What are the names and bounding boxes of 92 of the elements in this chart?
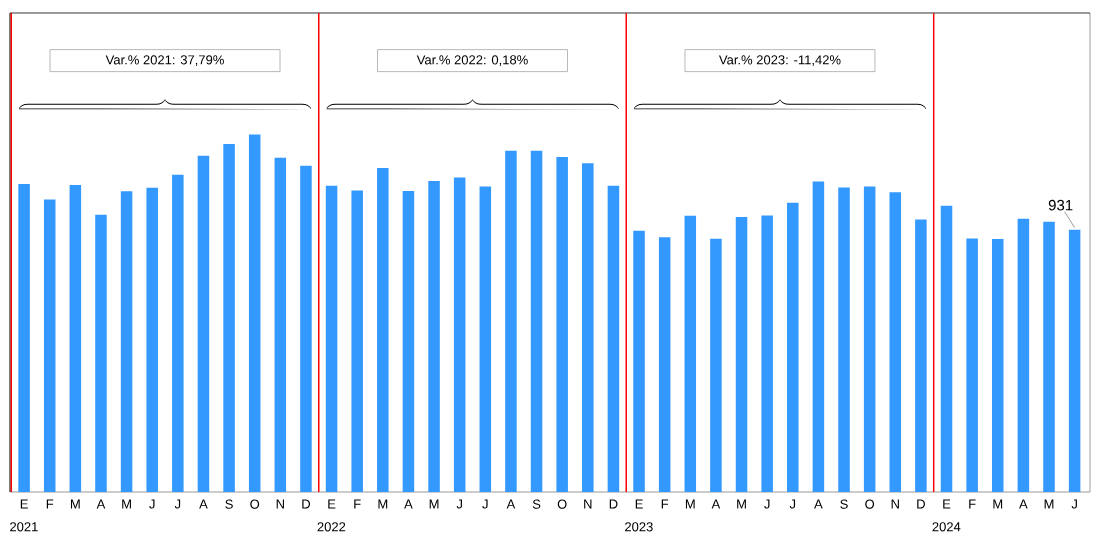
bar (325, 185, 338, 492)
bar (69, 184, 82, 492)
bar (710, 238, 722, 492)
text: 2021 (10, 522, 38, 532)
x-tick-label: D (609, 499, 618, 509)
x-tick-label: E (20, 499, 28, 509)
bar (274, 157, 287, 492)
x-tick-label: J (789, 499, 796, 509)
bar (966, 238, 978, 492)
bar (633, 230, 645, 492)
text: 2024 (932, 522, 961, 532)
bar (812, 181, 825, 492)
bar (223, 144, 235, 492)
x-tick-label: F (661, 499, 669, 509)
x-tick-label: D (917, 499, 925, 509)
x-tick-label: O (250, 499, 260, 509)
x-tick-label: A (711, 499, 721, 509)
bar (787, 202, 799, 492)
x-tick-label: M (429, 499, 439, 509)
x-tick-label: F (46, 499, 54, 509)
bar (1043, 221, 1055, 492)
x-tick-label: A (96, 499, 106, 509)
bar (607, 185, 620, 492)
bar (95, 214, 107, 492)
bar (377, 167, 389, 492)
x-tick-label: M (737, 499, 746, 509)
bar (479, 186, 492, 492)
x-tick-label: S (840, 499, 848, 509)
x-tick-label: N (276, 499, 284, 509)
bar (43, 199, 56, 492)
x-tick-label: M (71, 499, 80, 509)
bar (838, 187, 850, 492)
x-tick-label: S (225, 499, 233, 509)
x-tick-label: D (302, 499, 311, 509)
x-tick-label: O (557, 499, 567, 509)
bar (582, 163, 594, 492)
x-tick-label: A (506, 499, 516, 509)
bar (146, 187, 158, 492)
annotation: Var.% 2023: -11,42% (718, 55, 841, 66)
bar (172, 174, 184, 492)
bar (453, 177, 466, 492)
bar (1068, 229, 1081, 492)
bar (505, 150, 517, 492)
x-tick-label: M (378, 499, 388, 509)
bar (530, 150, 543, 492)
bar (1017, 218, 1030, 492)
bar (428, 180, 440, 492)
bar (120, 191, 133, 492)
x-tick-label: J (149, 499, 155, 509)
x-tick-label: N (891, 499, 899, 509)
x-tick-label: E (635, 499, 643, 509)
bar (889, 192, 902, 492)
x-tick-label: F (354, 499, 361, 509)
bar (300, 165, 312, 492)
bar (991, 238, 1004, 492)
bar (915, 219, 927, 492)
bar (863, 186, 876, 492)
bar (402, 191, 415, 492)
x-tick-label: M (122, 499, 131, 509)
x-tick-label: A (404, 499, 413, 509)
x-tick-label: M (993, 499, 1003, 509)
x-tick-label: M (1044, 499, 1054, 509)
x-tick-label: J (456, 499, 462, 509)
annotation: Var.% 2021: 37,79% (105, 55, 224, 66)
bar (556, 156, 568, 492)
x-tick-label: O (865, 499, 875, 509)
bar (18, 184, 30, 492)
x-tick-label: E (328, 499, 336, 509)
x-tick-label: M (685, 499, 695, 509)
x-tick-label: A (814, 499, 823, 509)
text: 2023 (625, 522, 653, 532)
bar (761, 215, 773, 492)
data-label: 931 (1048, 199, 1073, 211)
bar (735, 217, 748, 492)
bar (940, 205, 953, 492)
bar (658, 237, 671, 492)
x-tick-label: J (764, 499, 770, 509)
x-tick-label: F (969, 499, 976, 509)
x-tick-label: J (482, 499, 488, 509)
annotation: Var.% 2022: 0,18% (416, 55, 528, 66)
x-tick-label: N (584, 499, 592, 509)
bar (248, 134, 261, 492)
x-tick-label: J (1071, 499, 1077, 509)
x-tick-label: A (1019, 499, 1028, 509)
bar (684, 215, 697, 492)
x-tick-label: S (532, 499, 541, 509)
x-tick-label: E (943, 499, 951, 509)
bar (351, 190, 363, 492)
bar (197, 155, 210, 492)
x-tick-label: A (199, 499, 208, 509)
text: 2022 (317, 522, 346, 532)
x-tick-label: J (174, 499, 181, 509)
